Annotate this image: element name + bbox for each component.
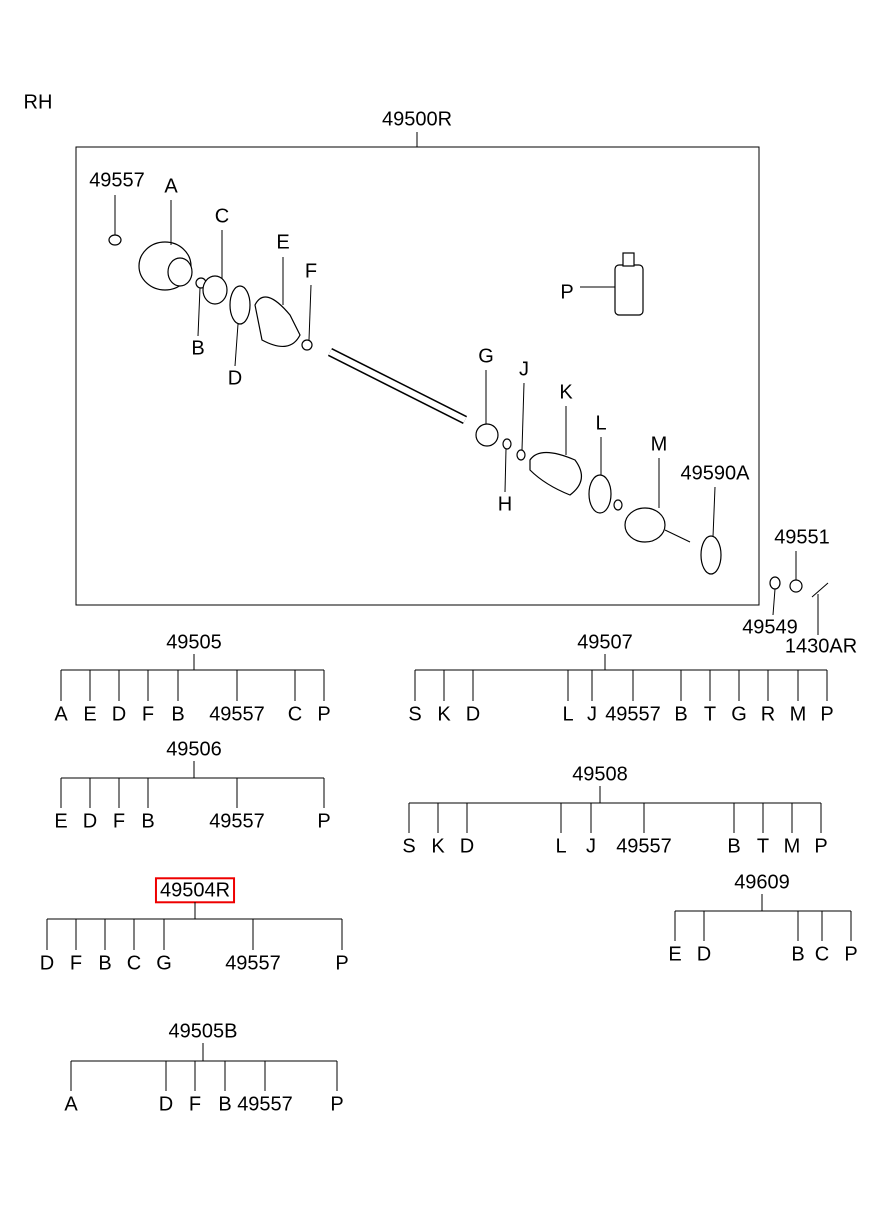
callouts: 49557 A C E F B D G J K L M H 49590A P 4… <box>89 169 857 657</box>
part-code: C <box>288 703 302 725</box>
part-code: 49557 <box>225 952 281 974</box>
part-code: P <box>317 703 330 725</box>
callout: M <box>651 433 668 455</box>
part-code: K <box>437 703 451 725</box>
kit-tree: 49507 S K D L J 49557 B T G R M P <box>408 631 833 725</box>
kit-tree: 49609 E D B C P <box>668 871 857 965</box>
kit-tree: 49506 E D F B 49557 P <box>54 738 330 832</box>
part-code: 49557 <box>605 703 661 725</box>
part-code: D <box>159 1093 173 1115</box>
part-code: 49557 <box>237 1093 293 1115</box>
kit-number: 49507 <box>577 631 633 653</box>
kit-number: 49506 <box>166 738 222 760</box>
part-code: T <box>704 703 716 725</box>
part-code: B <box>218 1093 231 1115</box>
part-code: P <box>844 943 857 965</box>
part-code: E <box>83 703 96 725</box>
part-code: S <box>402 835 415 857</box>
part-code: P <box>330 1093 343 1115</box>
callout: B <box>191 337 204 359</box>
side-label: RH <box>24 91 53 113</box>
part-code: B <box>171 703 184 725</box>
part-code: A <box>64 1093 78 1115</box>
assembly-label: 49500R <box>382 108 452 130</box>
part-code: 49557 <box>616 835 672 857</box>
callout: H <box>498 493 512 515</box>
part-code: D <box>697 943 711 965</box>
part-code: A <box>54 703 68 725</box>
part-code: C <box>127 952 141 974</box>
part-code: E <box>668 943 681 965</box>
kit-number: 49609 <box>734 871 790 893</box>
part-code: D <box>40 952 54 974</box>
kit-number: 49505 <box>166 631 222 653</box>
callout: 49549 <box>742 616 798 638</box>
part-code: D <box>112 703 126 725</box>
leader-lines <box>114 195 819 635</box>
part-code: E <box>54 810 67 832</box>
callout: 1430AR <box>785 635 857 657</box>
callout: L <box>595 412 606 434</box>
part-code: D <box>466 703 480 725</box>
part-code: L <box>562 703 573 725</box>
parts-drawing <box>108 234 829 598</box>
kit-tree: 49504R D F B C G 49557 P <box>40 877 349 974</box>
callout: 49557 <box>89 169 145 191</box>
part-code: B <box>727 835 740 857</box>
callout: 49551 <box>774 526 830 548</box>
kit-tree: 49505 A E D F B 49557 C P <box>54 631 330 725</box>
callout: K <box>559 381 573 403</box>
part-code: K <box>431 835 445 857</box>
part-code: F <box>70 952 82 974</box>
part-code: P <box>814 835 827 857</box>
kit-number: 49504R <box>160 879 230 901</box>
assembly-frame <box>75 132 760 606</box>
kit-tree: 49508 S K D L J 49557 B T M P <box>402 763 827 857</box>
part-code: 49557 <box>209 703 265 725</box>
part-code: P <box>820 703 833 725</box>
part-code: G <box>731 703 747 725</box>
part-code: F <box>189 1093 201 1115</box>
callout: P <box>560 281 573 303</box>
part-code: C <box>815 943 829 965</box>
callout: C <box>215 205 229 227</box>
part-code: 49557 <box>209 810 265 832</box>
part-code: B <box>98 952 111 974</box>
callout: D <box>228 367 242 389</box>
part-code: R <box>761 703 775 725</box>
callout: A <box>164 175 178 197</box>
kit-number: 49508 <box>572 763 628 785</box>
part-code: T <box>757 835 769 857</box>
callout: 49590A <box>681 462 751 484</box>
part-code: P <box>317 810 330 832</box>
callout: F <box>305 260 317 282</box>
part-code: F <box>113 810 125 832</box>
part-code: M <box>790 703 807 725</box>
part-code: B <box>791 943 804 965</box>
part-code: B <box>674 703 687 725</box>
callout: J <box>519 358 529 380</box>
part-code: B <box>141 810 154 832</box>
part-code: M <box>784 835 801 857</box>
part-code: D <box>460 835 474 857</box>
kit-tree: 49505B A D F B 49557 P <box>64 1020 343 1115</box>
part-code: D <box>83 810 97 832</box>
part-code: J <box>586 835 596 857</box>
part-code: P <box>335 952 348 974</box>
part-code: F <box>142 703 154 725</box>
part-code: J <box>587 703 597 725</box>
callout: G <box>478 345 494 367</box>
callout: E <box>276 231 289 253</box>
kit-number: 49505B <box>169 1020 238 1042</box>
part-code: S <box>408 703 421 725</box>
part-code: G <box>156 952 172 974</box>
part-code: L <box>555 835 566 857</box>
